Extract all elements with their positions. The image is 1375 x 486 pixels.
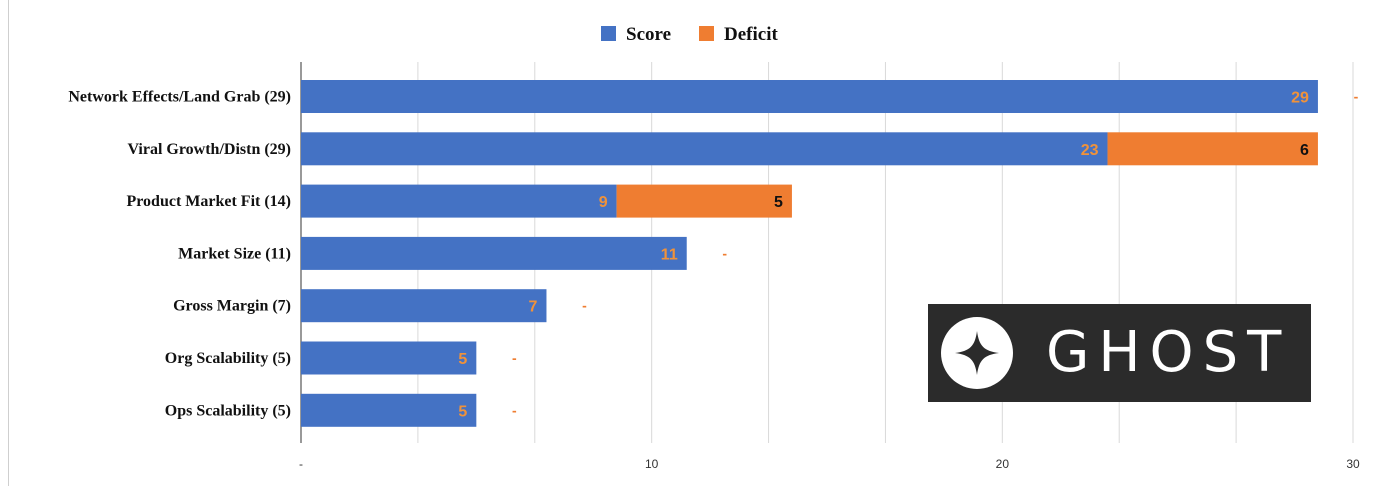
data-label-score: 11 <box>661 246 678 263</box>
bar-score <box>301 289 547 323</box>
bar-score <box>301 132 1108 166</box>
data-label-score: 5 <box>458 351 467 368</box>
category-label: Product Market Fit (14) <box>126 193 291 210</box>
data-label-score: 9 <box>599 194 608 211</box>
data-label-deficit: - <box>582 298 587 314</box>
bar-score <box>301 80 1318 113</box>
x-tick-label: 20 <box>996 457 1010 471</box>
data-label-deficit: - <box>1354 89 1359 105</box>
data-label-score: 5 <box>458 403 467 420</box>
category-label: Market Size (11) <box>178 245 291 262</box>
legend-swatch-deficit <box>699 26 714 41</box>
bar-deficit <box>1107 132 1318 166</box>
bar-score <box>301 393 477 427</box>
x-tick-label: 30 <box>1346 457 1360 471</box>
ghost-logo-icon <box>941 317 1013 389</box>
x-tick-label: - <box>299 457 303 471</box>
x-tick-label: 10 <box>645 457 659 471</box>
data-label-deficit: - <box>512 402 517 418</box>
category-label: Org Scalability (5) <box>165 350 291 367</box>
data-label-deficit: 6 <box>1300 142 1309 159</box>
data-label-deficit: - <box>722 245 727 261</box>
category-label: Network Effects/Land Grab (29) <box>68 89 291 106</box>
logo-wordmark: GHOST <box>1046 320 1291 385</box>
category-label: Viral Growth/Distn (29) <box>127 141 291 158</box>
category-label: Ops Scalability (5) <box>165 402 291 419</box>
legend-label-deficit: Deficit <box>724 24 778 45</box>
category-label: Gross Margin (7) <box>173 298 291 315</box>
legend-swatch-score <box>601 26 616 41</box>
bar-score <box>301 184 617 218</box>
bar-score <box>301 236 687 270</box>
bar-score <box>301 341 477 375</box>
data-label-deficit: - <box>512 350 517 366</box>
legend-label-score: Score <box>626 24 671 45</box>
data-label-score: 29 <box>1291 90 1309 107</box>
data-label-score: 7 <box>529 299 538 316</box>
data-label-deficit: 5 <box>774 194 783 211</box>
bar-deficit <box>616 184 792 218</box>
ghost-logo: GHOST <box>928 304 1311 402</box>
frame-border <box>8 0 9 486</box>
data-label-score: 23 <box>1081 142 1099 159</box>
